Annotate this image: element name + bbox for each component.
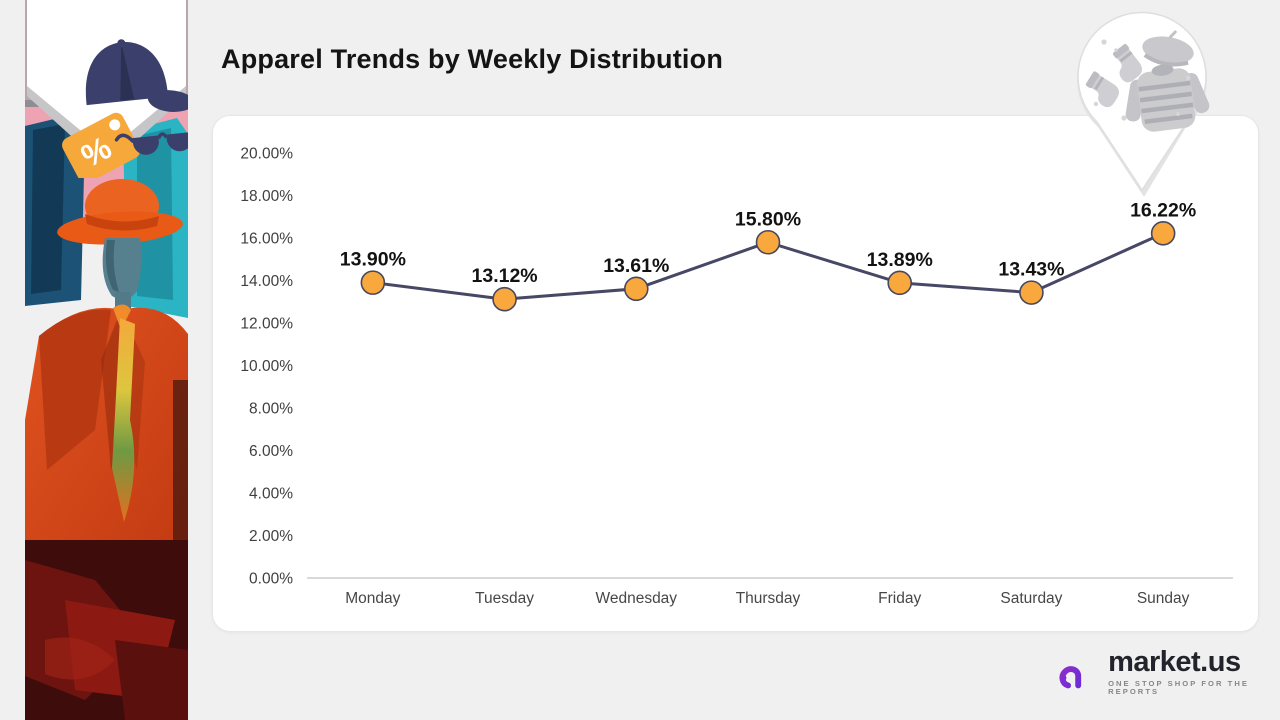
brand-tagline: ONE STOP SHOP FOR THE REPORTS <box>1108 679 1250 696</box>
weekly-line-chart: 0.00% 2.00% 4.00% 6.00% 8.00% 10.00% 12.00% 14.… <box>240 146 1233 607</box>
page-title: Apparel Trends by Weekly Distribution <box>221 44 724 74</box>
y-tick-label: 14.00% <box>240 273 293 290</box>
data-point-marker <box>755 229 781 255</box>
y-tick-label: 16.00% <box>240 231 293 248</box>
socks-icon <box>1085 43 1143 108</box>
data-point-label: 15.80% <box>735 208 801 230</box>
sweater-icon <box>1125 64 1210 132</box>
y-tick-label: 20.00% <box>240 146 293 163</box>
apparel-pin-art <box>1077 11 1210 198</box>
y-tick-label: 4.00% <box>249 486 293 503</box>
red-trousers <box>25 540 188 720</box>
data-point-label: 13.43% <box>998 259 1064 281</box>
chart-card: 0.00% 2.00% 4.00% 6.00% 8.00% 10.00% 12.00% 14.… <box>212 115 1259 632</box>
cap-icon <box>85 39 195 112</box>
y-tick-label: 6.00% <box>249 443 293 460</box>
y-tick-label: 8.00% <box>249 401 293 418</box>
x-category-label: Saturday <box>1000 590 1062 607</box>
beret-icon <box>1142 30 1194 67</box>
y-tick-label: 0.00% <box>249 571 293 588</box>
data-point-label: 13.12% <box>472 265 538 287</box>
y-tick-label: 2.00% <box>249 528 293 545</box>
data-point-marker <box>1150 221 1176 246</box>
data-point-label: 16.22% <box>1130 199 1196 221</box>
x-category-label: Sunday <box>1137 590 1190 607</box>
orange-hat <box>57 179 183 245</box>
orange-suit <box>25 304 188 560</box>
discount-tag-icon: % <box>62 112 140 184</box>
apparel-pin-badge <box>1066 6 1218 198</box>
x-category-label: Tuesday <box>475 590 534 607</box>
apparel-badge-art: % <box>27 0 210 184</box>
x-category-label: Monday <box>345 590 400 607</box>
data-point-label: 13.61% <box>603 255 669 277</box>
x-category-label: Wednesday <box>595 590 677 607</box>
y-tick-label: 10.00% <box>240 358 293 375</box>
data-point-marker <box>623 276 649 302</box>
dot-sparkles <box>1093 39 1191 121</box>
x-category-label: Thursday <box>736 590 801 607</box>
x-category-label: Friday <box>878 590 921 607</box>
data-point-marker <box>492 286 517 312</box>
y-tick-label: 12.00% <box>240 316 293 333</box>
data-point-marker <box>1019 280 1044 305</box>
apparel-badge: % <box>25 0 210 184</box>
data-point-label: 13.89% <box>867 249 933 271</box>
data-point-marker <box>360 270 386 295</box>
mannequin-head <box>102 238 142 314</box>
y-tick-label: 18.00% <box>240 188 293 205</box>
data-point-marker <box>887 270 913 296</box>
brand-name: market.us <box>1108 646 1241 678</box>
marketus-logo: market.us ONE STOP SHOP FOR THE REPORTS <box>1058 648 1280 695</box>
data-point-label: 13.90% <box>340 249 406 271</box>
marketus-logo-icon <box>1059 661 1098 688</box>
